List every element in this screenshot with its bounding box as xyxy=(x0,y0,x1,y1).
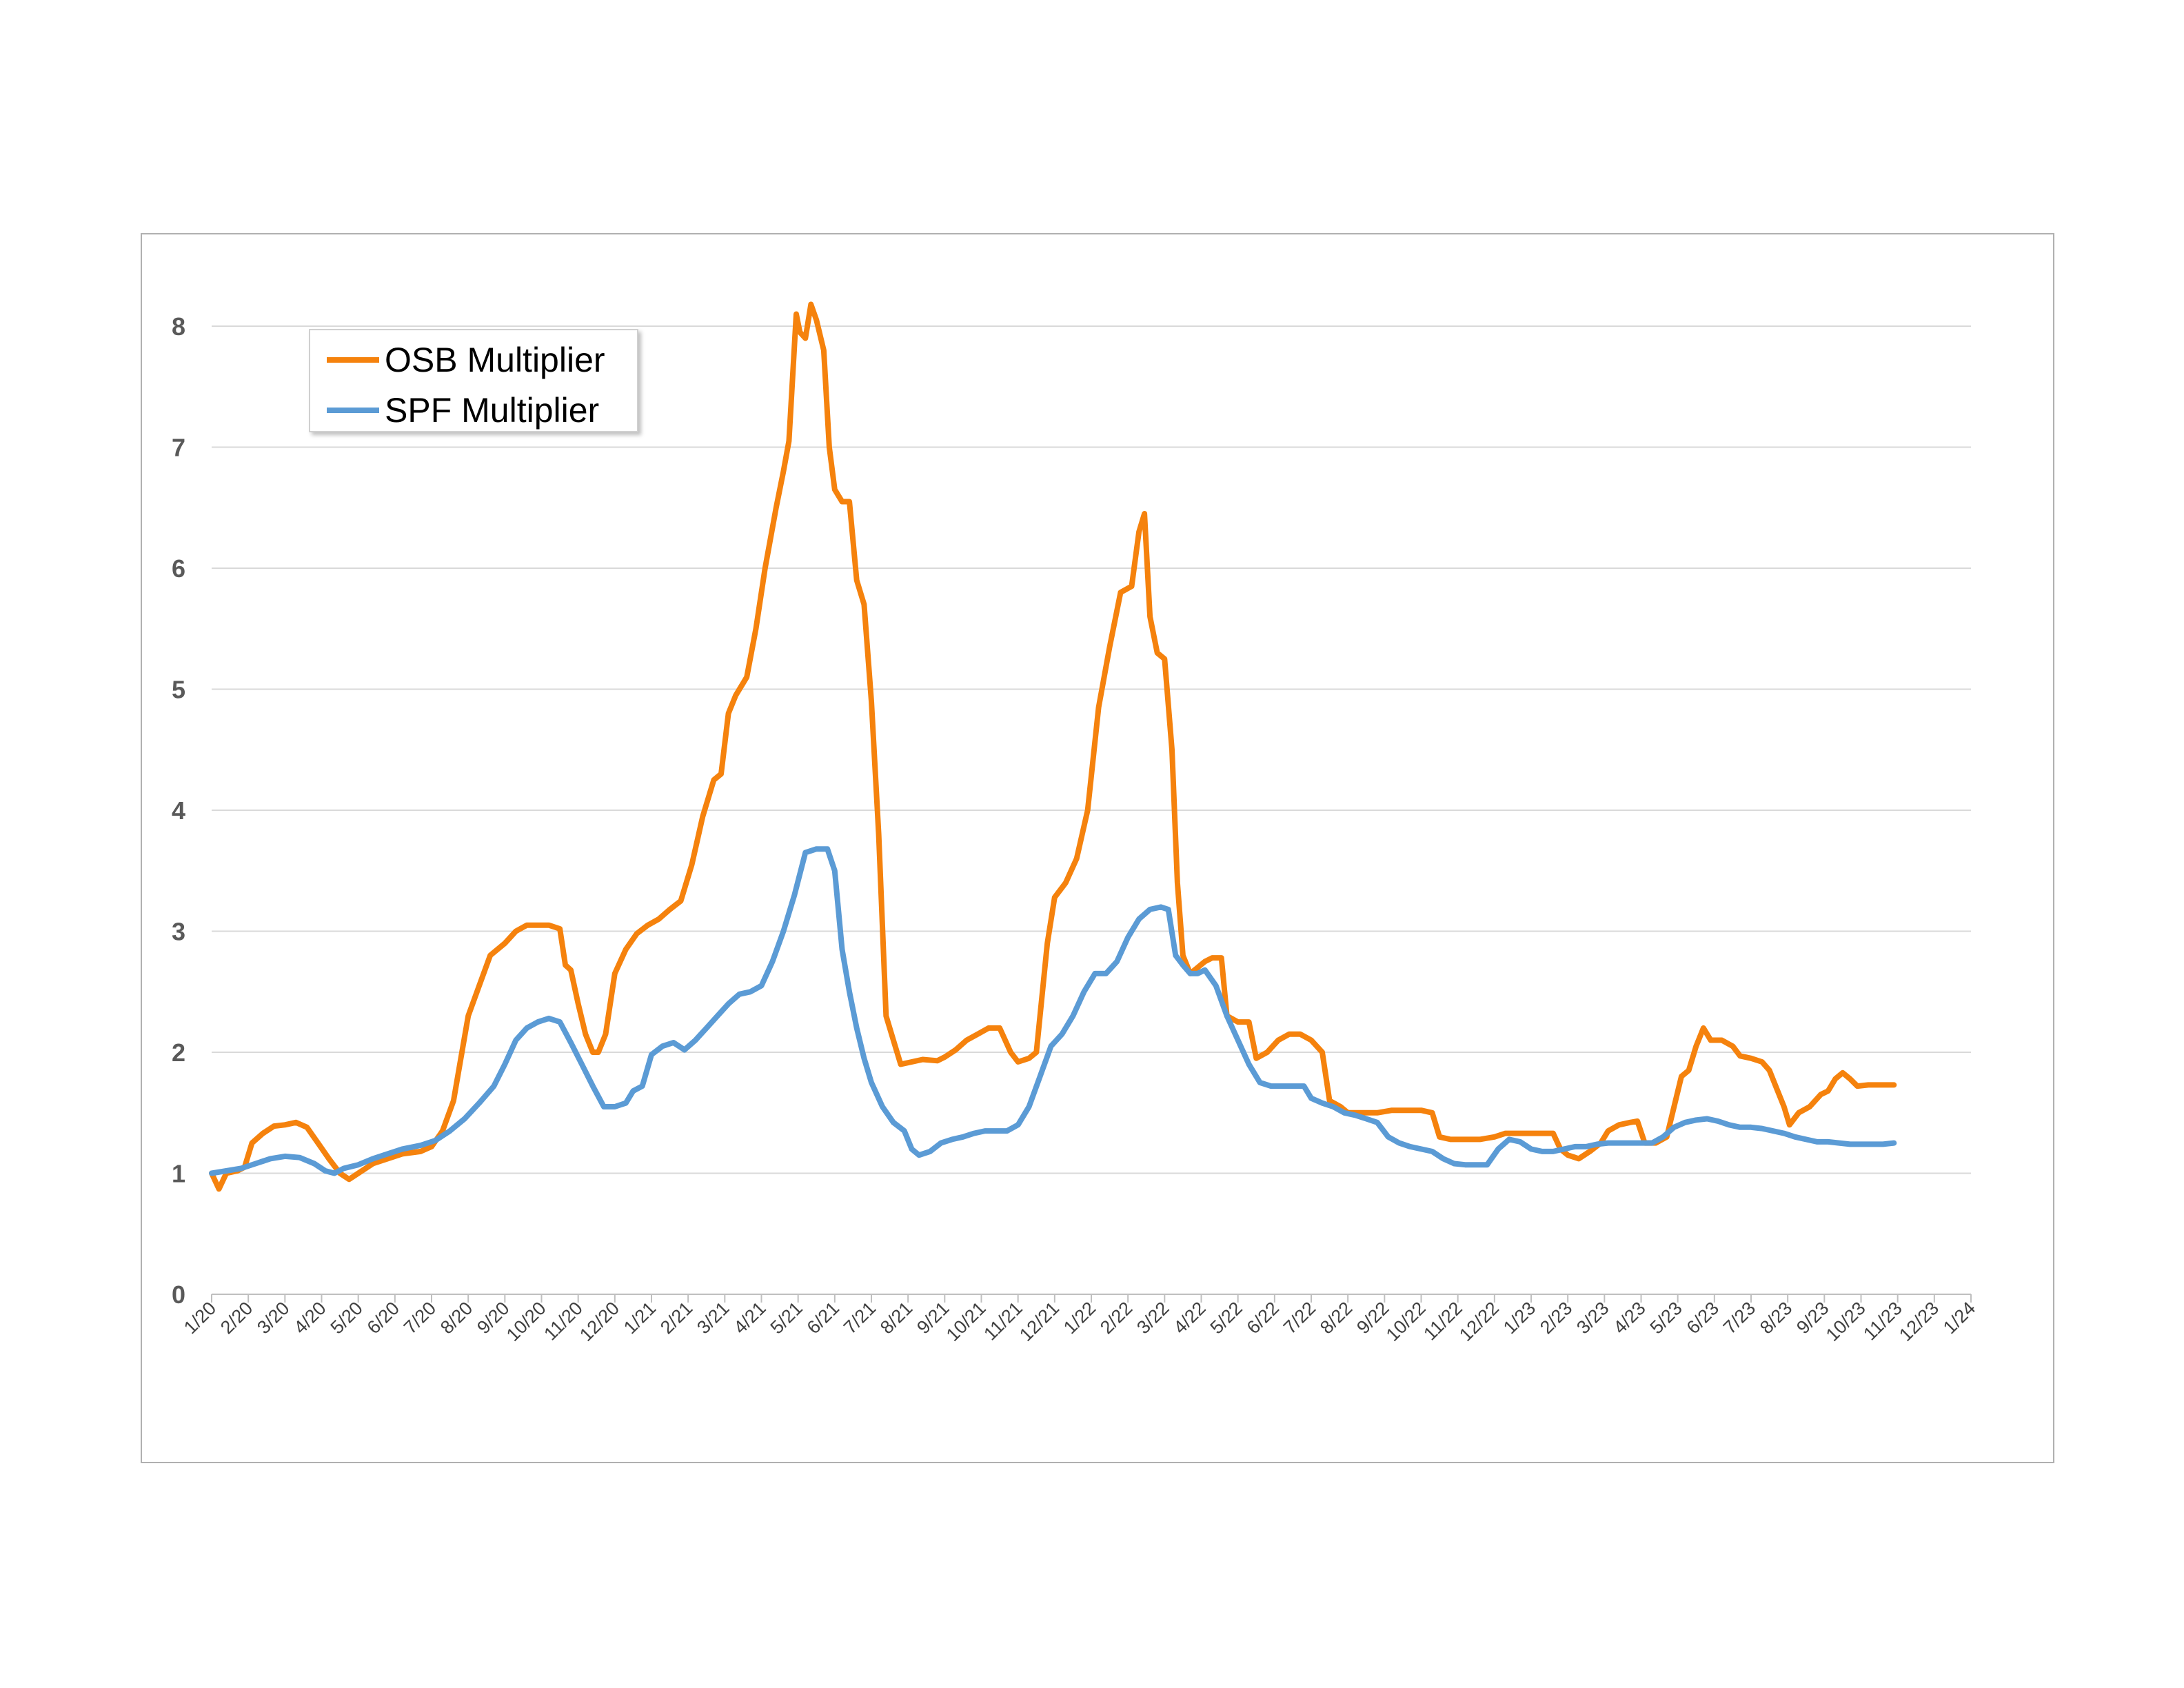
x-tick-label: 6/23 xyxy=(1683,1298,1723,1338)
x-tick-label: 5/21 xyxy=(767,1298,807,1338)
x-tick-label: 11/22 xyxy=(1419,1298,1466,1345)
legend-box xyxy=(309,329,638,432)
x-tick-label: 7/23 xyxy=(1719,1298,1759,1338)
x-tick-label: 2/22 xyxy=(1096,1298,1136,1338)
x-tick-label: 10/22 xyxy=(1382,1298,1430,1345)
x-tick-label: 7/20 xyxy=(400,1298,440,1338)
x-tick-label: 12/20 xyxy=(576,1298,623,1345)
x-tick-label: 1/20 xyxy=(180,1298,220,1338)
x-tick-label: 11/21 xyxy=(980,1298,1027,1345)
y-axis: 0 1 2 3 4 5 6 7 8 xyxy=(172,312,185,1309)
y-tick-label: 5 xyxy=(172,676,185,704)
x-tick-label: 8/20 xyxy=(436,1298,476,1338)
legend-label-spf: SPF Multiplier xyxy=(385,391,599,430)
x-tick-label: 5/23 xyxy=(1646,1298,1686,1338)
y-tick-label: 6 xyxy=(172,554,185,583)
x-tick-label: 3/22 xyxy=(1133,1298,1173,1338)
x-tick-label: 10/23 xyxy=(1822,1298,1870,1345)
x-tick-label: 2/21 xyxy=(656,1298,696,1338)
x-axis: 1/202/203/204/205/206/207/208/209/2010/2… xyxy=(180,1294,1979,1345)
y-tick-label: 7 xyxy=(172,434,185,462)
x-tick-label: 4/21 xyxy=(729,1298,769,1338)
x-tick-label: 1/22 xyxy=(1060,1298,1100,1338)
legend-label-osb: OSB Multiplier xyxy=(385,341,605,379)
gridlines xyxy=(212,325,1971,1174)
x-tick-label: 8/23 xyxy=(1756,1298,1796,1338)
x-tick-label: 6/22 xyxy=(1243,1298,1283,1338)
x-tick-label: 5/22 xyxy=(1206,1298,1246,1338)
x-tick-label: 10/20 xyxy=(503,1298,550,1345)
x-tick-label: 8/21 xyxy=(876,1298,916,1338)
x-tick-label: 8/22 xyxy=(1316,1298,1356,1338)
x-tick-label: 11/23 xyxy=(1859,1298,1906,1345)
x-tick-label: 2/23 xyxy=(1536,1298,1576,1338)
x-tick-label: 2/20 xyxy=(216,1298,256,1338)
series-lines xyxy=(209,301,1897,1192)
x-tick-label: 4/20 xyxy=(290,1298,330,1338)
y-tick-label: 8 xyxy=(172,312,185,341)
x-tick-label: 11/20 xyxy=(540,1298,587,1345)
x-tick-label: 12/23 xyxy=(1895,1298,1943,1345)
x-tick-label: 3/20 xyxy=(253,1298,293,1338)
x-tick-label: 5/20 xyxy=(327,1298,367,1338)
y-tick-label: 4 xyxy=(172,796,185,825)
x-tick-label: 7/22 xyxy=(1280,1298,1320,1338)
x-tick-label: 6/21 xyxy=(803,1298,843,1338)
x-tick-label: 10/21 xyxy=(942,1298,990,1345)
x-tick-label: 6/20 xyxy=(363,1298,403,1338)
legend: OSB Multiplier SPF Multiplier xyxy=(309,329,638,432)
x-tick-label: 7/21 xyxy=(840,1298,880,1338)
y-tick-label: 1 xyxy=(172,1160,185,1188)
x-tick-label: 12/21 xyxy=(1015,1298,1063,1345)
series-line-spf xyxy=(209,846,1897,1176)
x-tick-label: 1/24 xyxy=(1939,1298,1979,1338)
x-tick-label: 4/22 xyxy=(1169,1298,1209,1338)
x-tick-label: 4/23 xyxy=(1609,1298,1649,1338)
y-tick-label: 2 xyxy=(172,1038,185,1067)
x-tick-label: 3/21 xyxy=(693,1298,733,1338)
y-tick-label: 0 xyxy=(172,1280,185,1309)
x-tick-label: 1/21 xyxy=(620,1298,660,1338)
x-tick-label: 3/23 xyxy=(1573,1298,1612,1338)
y-tick-label: 3 xyxy=(172,918,185,946)
x-tick-label: 12/22 xyxy=(1455,1298,1503,1345)
x-tick-label: 1/23 xyxy=(1499,1298,1539,1338)
series-line-osb xyxy=(209,301,1897,1192)
